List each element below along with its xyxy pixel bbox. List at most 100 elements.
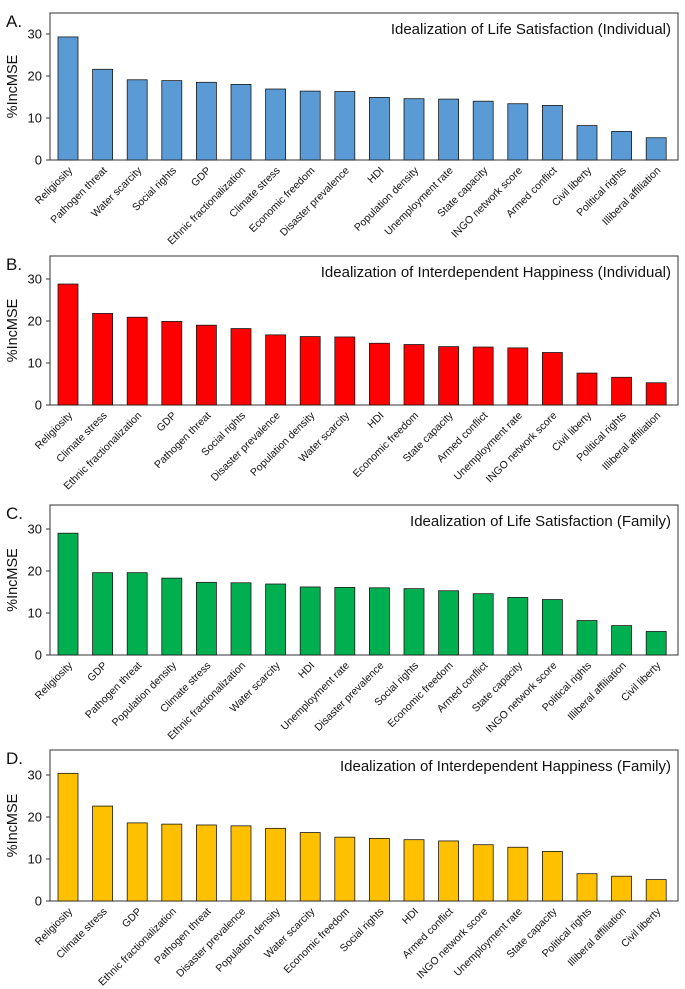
y-axis-label: %IncMSE bbox=[5, 548, 21, 612]
bar bbox=[265, 827, 287, 902]
bar bbox=[230, 84, 252, 161]
bar bbox=[299, 336, 321, 406]
bar bbox=[265, 88, 287, 161]
bar bbox=[472, 844, 494, 902]
bar bbox=[438, 98, 460, 161]
chart-panel-a: A. Idealization of Life Satisfaction (Ind… bbox=[5, 12, 679, 247]
bar bbox=[57, 36, 79, 161]
bar bbox=[299, 832, 321, 902]
panel-label: D. bbox=[6, 749, 23, 768]
x-tick-label: HDI bbox=[365, 165, 386, 186]
bar bbox=[195, 81, 217, 161]
bar bbox=[403, 98, 425, 161]
bar bbox=[645, 631, 667, 656]
bar bbox=[334, 586, 356, 656]
bar bbox=[576, 620, 598, 656]
x-tick-label: Economic freedom bbox=[282, 905, 353, 976]
bar bbox=[195, 824, 217, 902]
bar bbox=[576, 873, 598, 902]
bar bbox=[334, 836, 356, 902]
x-tick-label: Population density bbox=[248, 409, 318, 479]
bar bbox=[645, 137, 667, 161]
bar bbox=[403, 588, 425, 656]
bar bbox=[542, 599, 563, 656]
bar bbox=[92, 313, 113, 406]
y-tick-label: 10 bbox=[28, 852, 42, 867]
bar bbox=[472, 346, 494, 406]
y-tick-label: 10 bbox=[28, 606, 42, 621]
chart-title: Idealization of Interdependent Happiness… bbox=[340, 758, 671, 775]
bar bbox=[542, 352, 563, 406]
bar bbox=[576, 372, 598, 406]
panel-label: A. bbox=[6, 12, 22, 31]
bar bbox=[368, 342, 390, 406]
y-axis-label: %IncMSE bbox=[5, 793, 21, 857]
bar bbox=[92, 805, 113, 902]
bar bbox=[645, 879, 667, 902]
bar bbox=[334, 91, 356, 161]
x-tick-label: HDI bbox=[400, 906, 421, 927]
bar bbox=[265, 334, 287, 406]
bar bbox=[611, 376, 632, 406]
y-tick-label: 20 bbox=[28, 314, 42, 329]
x-tick-label: GDP bbox=[154, 410, 179, 435]
chart-title: Idealization of Life Satisfaction (Indiv… bbox=[391, 21, 671, 38]
chart-panel-c: C. Idealization of Life Satisfaction (Fam… bbox=[5, 504, 679, 742]
bar bbox=[57, 772, 79, 902]
bar bbox=[611, 625, 632, 656]
bar bbox=[645, 382, 667, 406]
plot-frame bbox=[49, 504, 679, 656]
x-tick-label: HDI bbox=[296, 660, 317, 681]
panel-label: C. bbox=[6, 504, 23, 523]
bar bbox=[195, 324, 217, 406]
bar bbox=[195, 581, 217, 656]
x-tick-label: GDP bbox=[120, 906, 145, 931]
chart-title: Idealization of Interdependent Happiness… bbox=[321, 264, 671, 281]
bar bbox=[230, 582, 252, 656]
bar bbox=[507, 103, 529, 161]
bar bbox=[403, 839, 425, 902]
chart-panel-b: B. Idealization of Interdependent Happine… bbox=[5, 255, 679, 492]
bar bbox=[438, 346, 460, 406]
x-tick-label: GDP bbox=[85, 660, 110, 685]
x-tick-label: Disaster prevalence bbox=[278, 165, 352, 239]
bar bbox=[507, 597, 529, 656]
y-tick-label: 30 bbox=[28, 27, 42, 42]
chart-panel-d: D. Idealization of Interdependent Happine… bbox=[5, 749, 679, 988]
y-tick-label: 20 bbox=[28, 810, 42, 825]
y-tick-label: 10 bbox=[28, 356, 42, 371]
x-tick-label: Economic freedom bbox=[247, 164, 318, 235]
x-tick-label: HDI bbox=[365, 410, 386, 431]
bar bbox=[126, 316, 148, 406]
y-axis-label: %IncMSE bbox=[5, 298, 21, 362]
bar bbox=[438, 840, 460, 902]
bar bbox=[507, 347, 529, 406]
y-tick-label: 0 bbox=[35, 648, 42, 663]
bar bbox=[161, 80, 183, 161]
bar bbox=[126, 79, 148, 161]
y-tick-label: 30 bbox=[28, 768, 42, 783]
bar bbox=[576, 125, 598, 161]
y-tick-label: 0 bbox=[35, 153, 42, 168]
x-tick-label: Population density bbox=[214, 905, 284, 975]
y-axis-label: %IncMSE bbox=[5, 54, 21, 118]
bar bbox=[57, 283, 79, 406]
plot-frame bbox=[49, 12, 679, 161]
panel-label: B. bbox=[6, 255, 22, 274]
x-tick-label: Population density bbox=[352, 164, 422, 234]
bar bbox=[161, 321, 183, 406]
bar bbox=[507, 846, 529, 902]
plot-frame bbox=[49, 255, 679, 406]
bar bbox=[92, 68, 113, 161]
bar bbox=[472, 593, 494, 656]
y-tick-label: 30 bbox=[28, 522, 42, 537]
bar bbox=[403, 344, 425, 406]
chart-title: Idealization of Life Satisfaction (Famil… bbox=[410, 513, 671, 530]
x-tick-label: Economic freedom bbox=[351, 409, 422, 480]
bar bbox=[472, 100, 494, 161]
y-tick-label: 20 bbox=[28, 69, 42, 84]
bar bbox=[126, 572, 148, 656]
bar bbox=[611, 875, 632, 902]
y-tick-label: 20 bbox=[28, 564, 42, 579]
